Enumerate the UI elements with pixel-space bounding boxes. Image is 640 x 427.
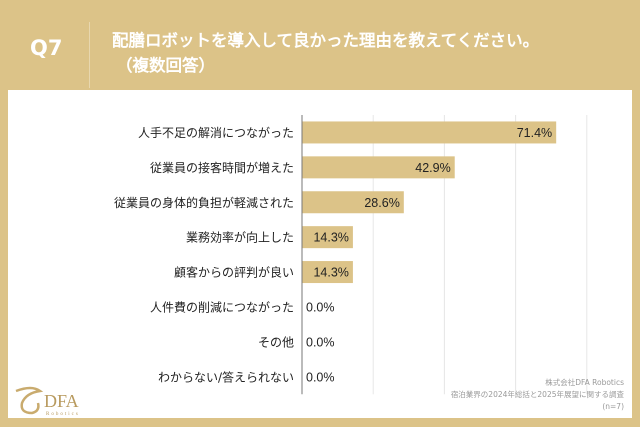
logo: DFA Robotics (14, 385, 104, 421)
question-title: 配膳ロボットを導入して良かった理由を教えてください。 （複数回答） (112, 28, 539, 78)
chart-card (8, 90, 632, 418)
category-label: 業務効率が向上した (186, 230, 294, 245)
category-label: その他 (258, 335, 294, 349)
data-label: 42.9% (415, 161, 450, 175)
bar (302, 191, 404, 214)
data-label: 14.3% (313, 231, 348, 245)
bar (302, 261, 353, 284)
header-divider (89, 22, 90, 88)
footer-survey: 宿泊業界の2024年総括と2025年展望に関する調査 (450, 390, 624, 399)
category-label: 人手不足の解消につながった (138, 125, 294, 140)
category-label: わからない/答えられない (158, 369, 294, 384)
footer-note: 株式会社DFA Robotics 宿泊業界の2024年総括と2025年展望に関す… (451, 377, 624, 413)
bar (302, 226, 353, 249)
bar (302, 121, 557, 144)
data-label: 28.6% (364, 196, 399, 210)
svg-text:DFA: DFA (44, 391, 79, 411)
data-label: 14.3% (313, 266, 348, 280)
data-label: 0.0% (306, 370, 335, 384)
data-label: 0.0% (306, 335, 335, 349)
footer-n: (n=7) (602, 402, 624, 411)
question-number: Q7 (30, 36, 63, 60)
title-line-2: （複数回答） (116, 56, 215, 75)
data-label: 71.4% (517, 126, 552, 140)
category-label: 顧客からの評判が良い (174, 265, 294, 280)
category-label: 人件費の削減につながった (150, 299, 294, 314)
bar (302, 156, 455, 179)
footer-company: 株式会社DFA Robotics (545, 378, 624, 387)
title-line-1: 配膳ロボットを導入して良かった理由を教えてください。 (112, 31, 540, 50)
category-label: 従業員の身体的負担が軽減された (114, 195, 294, 210)
category-label: 従業員の接客時間が増えた (150, 160, 294, 175)
data-label: 0.0% (306, 300, 335, 314)
svg-text:Robotics: Robotics (46, 412, 80, 417)
